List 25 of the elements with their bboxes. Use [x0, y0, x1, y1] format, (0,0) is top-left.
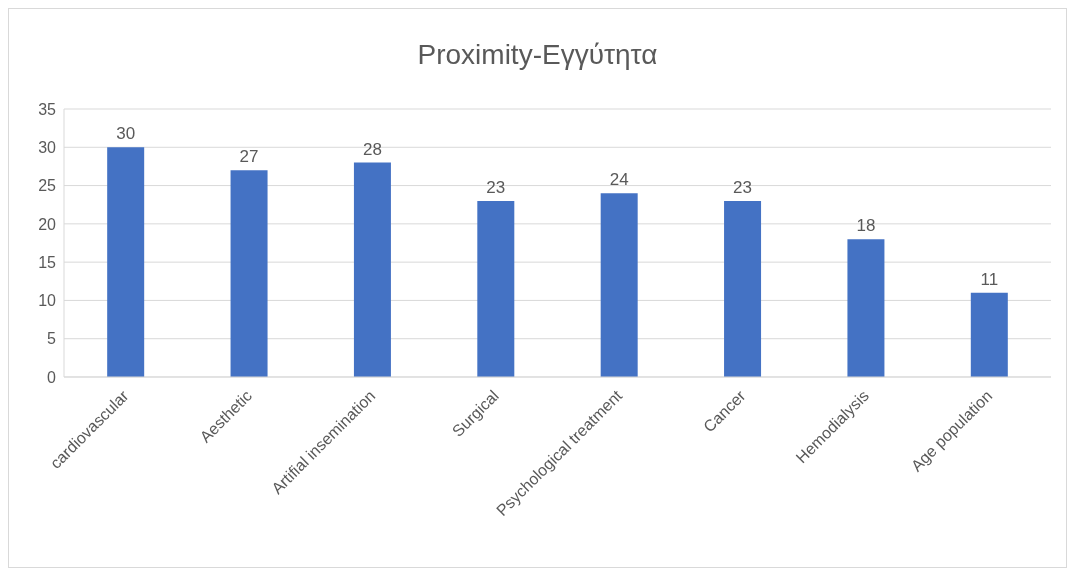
bar	[724, 200, 762, 377]
chart-title: Proximity-Εγγύτητα	[416, 39, 659, 71]
data-label: 28	[362, 139, 382, 159]
data-label: 24	[609, 170, 629, 190]
bar	[847, 239, 885, 377]
bar	[353, 162, 391, 377]
bar	[230, 170, 268, 377]
data-label: 11	[980, 269, 999, 289]
y-tick-label: 0	[47, 368, 57, 386]
bar	[970, 292, 1008, 377]
bar	[477, 200, 515, 377]
y-tick-label: 5	[47, 330, 57, 348]
y-tick-label: 15	[38, 253, 57, 271]
y-tick-label: 25	[38, 177, 57, 195]
bar	[107, 147, 145, 377]
data-label: 23	[733, 177, 753, 197]
data-label: 30	[116, 124, 136, 144]
y-tick-label: 20	[38, 215, 57, 233]
bar	[600, 193, 638, 377]
y-tick-label: 35	[38, 100, 57, 118]
data-label: 27	[239, 147, 259, 167]
data-label: 18	[856, 216, 876, 236]
y-tick-label: 30	[38, 138, 57, 156]
y-tick-label: 10	[38, 292, 57, 310]
data-label: 23	[486, 177, 506, 197]
